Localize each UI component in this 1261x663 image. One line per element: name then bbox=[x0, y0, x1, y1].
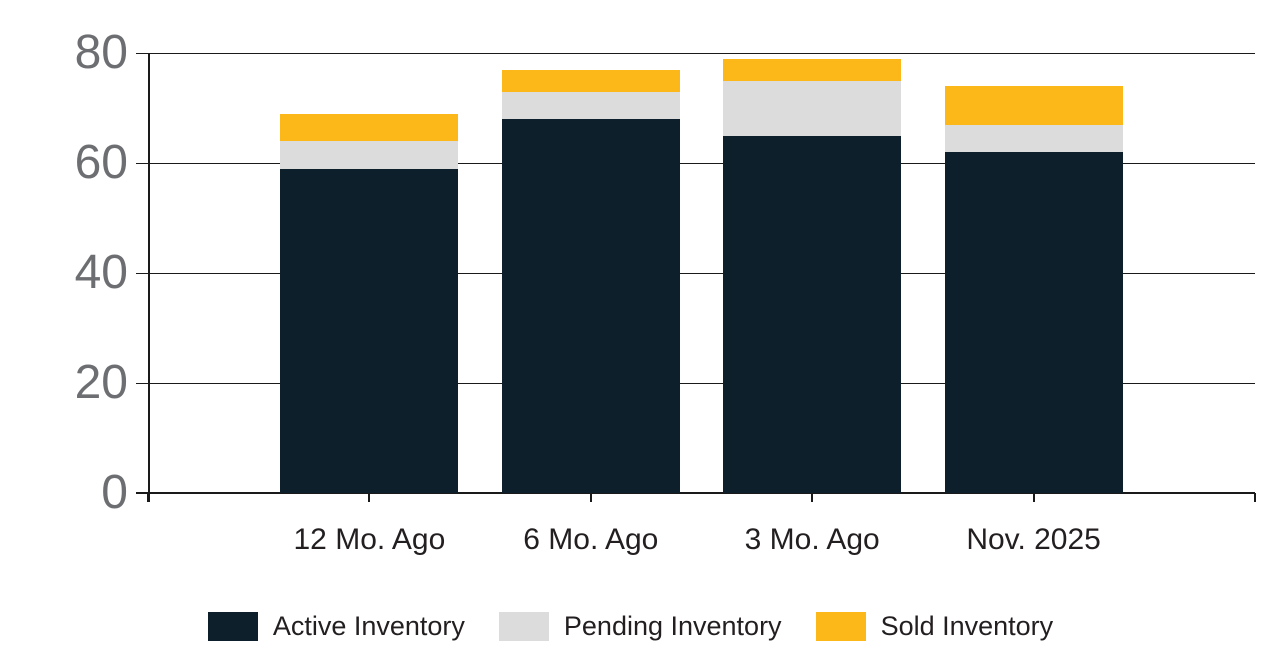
x-axis-tick bbox=[589, 493, 592, 502]
y-axis-tick-label-60: 60 bbox=[74, 136, 128, 189]
pending-inventory-segment-12-mo-ago bbox=[280, 141, 459, 169]
y-axis-tick-label-80: 80 bbox=[74, 26, 128, 79]
sold-inventory-segment-nov-2025 bbox=[944, 86, 1123, 125]
x-axis-tick bbox=[368, 493, 371, 502]
x-axis-tick bbox=[811, 493, 814, 502]
x-axis-tick bbox=[1254, 493, 1256, 502]
sold-inventory-swatch bbox=[815, 611, 866, 641]
x-axis-label-nov-2025: Nov. 2025 bbox=[966, 523, 1101, 556]
pending-inventory-segment-nov-2025 bbox=[944, 124, 1123, 152]
y-axis-line bbox=[148, 53, 150, 502]
gridline-20 bbox=[136, 383, 1255, 384]
x-axis-tick bbox=[147, 493, 149, 502]
bar-6-mo-ago bbox=[501, 69, 680, 493]
x-axis-label-6-mo-ago: 6 Mo. Ago bbox=[523, 523, 659, 556]
bar-3-mo-ago bbox=[723, 58, 902, 493]
legend-label-pending-inventory: Pending Inventory bbox=[563, 611, 782, 641]
sold-inventory-segment-6-mo-ago bbox=[501, 69, 680, 92]
pending-inventory-swatch bbox=[498, 611, 549, 641]
x-axis-tick bbox=[1032, 493, 1035, 502]
pending-inventory-segment-6-mo-ago bbox=[501, 91, 680, 119]
active-inventory-swatch bbox=[207, 611, 258, 641]
active-inventory-segment-nov-2025 bbox=[944, 152, 1123, 493]
y-axis-tick-label-20: 20 bbox=[74, 356, 128, 409]
bar-12-mo-ago bbox=[280, 113, 459, 493]
x-axis-label-12-mo-ago: 12 Mo. Ago bbox=[293, 523, 446, 556]
gridline-40 bbox=[136, 273, 1255, 274]
gridline-60 bbox=[136, 163, 1255, 164]
legend-label-sold-inventory: Sold Inventory bbox=[880, 611, 1054, 641]
active-inventory-segment-6-mo-ago bbox=[501, 119, 680, 493]
bar-nov-2025 bbox=[944, 86, 1123, 493]
legend-item-sold-inventory: Sold Inventory bbox=[815, 610, 1054, 642]
legend-item-pending-inventory: Pending Inventory bbox=[498, 610, 782, 642]
legend-label-active-inventory: Active Inventory bbox=[272, 611, 465, 641]
active-inventory-segment-12-mo-ago bbox=[280, 168, 459, 493]
legend: Active Inventory Pending Inventory Sold … bbox=[0, 608, 1261, 644]
y-axis-tick-label-40: 40 bbox=[74, 246, 128, 299]
x-axis-label-3-mo-ago: 3 Mo. Ago bbox=[744, 523, 880, 556]
legend-item-active-inventory: Active Inventory bbox=[207, 610, 465, 642]
y-axis-tick-label-0: 0 bbox=[101, 466, 128, 519]
x-axis-line bbox=[136, 492, 1255, 494]
sold-inventory-segment-3-mo-ago bbox=[723, 58, 902, 81]
pending-inventory-segment-3-mo-ago bbox=[723, 80, 902, 136]
gridline-80 bbox=[136, 53, 1255, 54]
active-inventory-segment-3-mo-ago bbox=[723, 135, 902, 493]
sold-inventory-segment-12-mo-ago bbox=[280, 113, 459, 141]
